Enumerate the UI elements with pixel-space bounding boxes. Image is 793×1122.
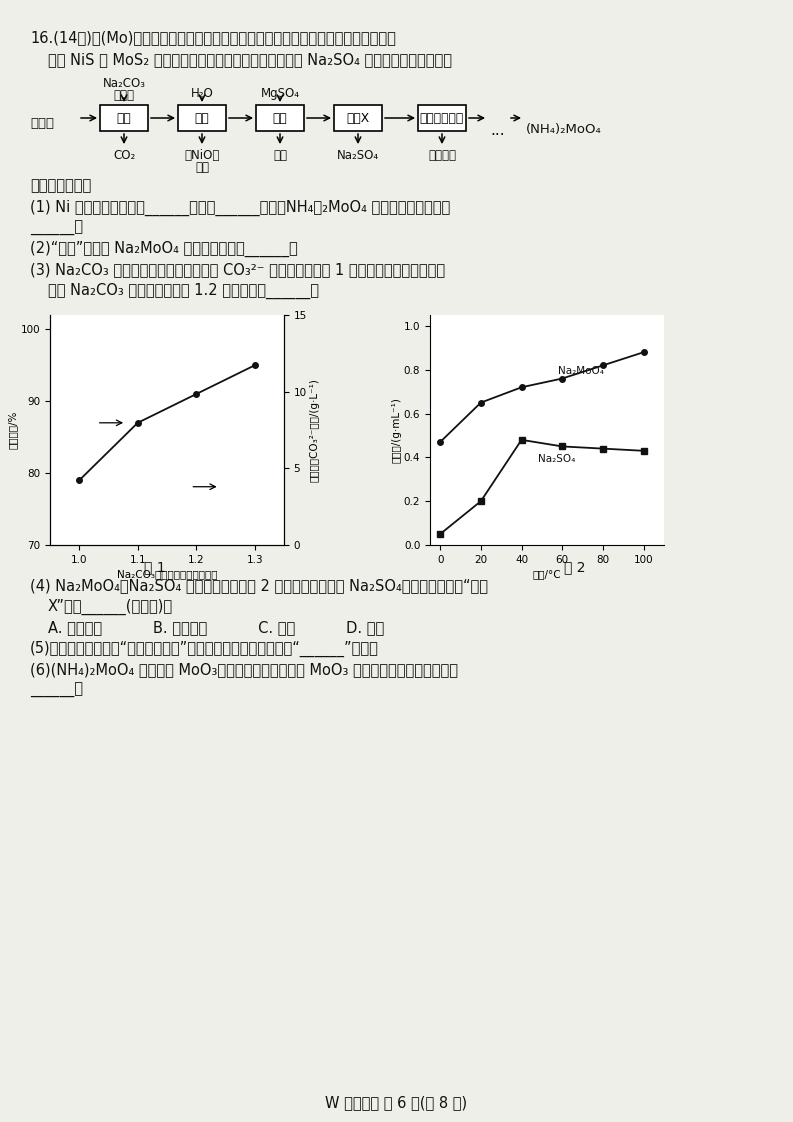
Text: (5)为充分利用资源，“离子交换营取”步骤产生的交换溶液应返回“______”步骤。: (5)为充分利用资源，“离子交换营取”步骤产生的交换溶液应返回“______”步…: [30, 641, 379, 657]
Text: ______。: ______。: [30, 683, 83, 698]
Y-axis label: 浸取液中CO₃²⁻浓度/(g·L⁻¹): 浸取液中CO₃²⁻浓度/(g·L⁻¹): [310, 378, 320, 482]
Text: H₂O: H₂O: [190, 88, 213, 100]
FancyBboxPatch shape: [334, 105, 382, 131]
FancyBboxPatch shape: [418, 105, 466, 131]
Text: MgSO₄: MgSO₄: [260, 88, 300, 100]
Text: (NH₄)₂MoO₄: (NH₄)₂MoO₄: [526, 123, 602, 136]
Text: Na₂SO₄: Na₂SO₄: [337, 149, 379, 162]
Text: (3) Na₂CO₃ 用量对醈浸出率和浸取液中 CO₃²⁻ 浓度的影响如图 1 所示，试分析实际生产中: (3) Na₂CO₃ 用量对醈浸出率和浸取液中 CO₃²⁻ 浓度的影响如图 1 …: [30, 263, 445, 277]
Text: 选择 Na₂CO₃ 用量为理论用量 1.2 倍的原因：______。: 选择 Na₂CO₃ 用量为理论用量 1.2 倍的原因：______。: [48, 283, 319, 300]
Text: 浸取: 浸取: [194, 111, 209, 125]
Text: (4) Na₂MoO₄、Na₂SO₄ 的溶解度曲线如图 2 所示，为充分分离 Na₂SO₄，工艺流程中的“操作: (4) Na₂MoO₄、Na₂SO₄ 的溶解度曲线如图 2 所示，为充分分离 N…: [30, 578, 488, 594]
Text: 16.(14分)醈(Mo)及其化合物广泛地应用于医疗卫生、国防等领域。某镔醈矿中的镔和: 16.(14分)醈(Mo)及其化合物广泛地应用于医疗卫生、国防等领域。某镔醈矿中…: [30, 30, 396, 45]
Text: (2)“焦烧”中生成 Na₂MoO₄ 的化学方程式为______。: (2)“焦烧”中生成 Na₂MoO₄ 的化学方程式为______。: [30, 241, 297, 257]
Text: 醈以 NiS 和 MoS₂ 形式存在，从镔醈矿中分离醈，并得到 Na₂SO₄ 的一种工艺流程如下：: 醈以 NiS 和 MoS₂ 形式存在，从镔醈矿中分离醈，并得到 Na₂SO₄ 的…: [48, 52, 452, 67]
Text: Na₂MoO₄: Na₂MoO₄: [558, 366, 604, 376]
Text: 浸渣: 浸渣: [195, 160, 209, 174]
X-axis label: 温度/°C: 温度/°C: [533, 569, 561, 579]
Text: 含NiO的: 含NiO的: [184, 149, 220, 162]
Y-axis label: 醈浸出率/%: 醈浸出率/%: [8, 411, 18, 449]
Text: Na₂CO₃: Na₂CO₃: [102, 77, 145, 90]
Text: ...: ...: [490, 123, 504, 138]
FancyBboxPatch shape: [256, 105, 304, 131]
FancyBboxPatch shape: [178, 105, 226, 131]
Text: 通空气: 通空气: [113, 89, 135, 102]
Text: (6)(NH₄)₂MoO₄ 分解可得 MoO₃。高温下，用铝粉还原 MoO₃ 得到金属醈的化学方程式为: (6)(NH₄)₂MoO₄ 分解可得 MoO₃。高温下，用铝粉还原 MoO₃ 得…: [30, 662, 458, 677]
Text: (1) Ni 位于元素周期表第______周期第______族。（NH₄）₂MoO₄ 中醈元素的化合价为: (1) Ni 位于元素周期表第______周期第______族。（NH₄）₂Mo…: [30, 200, 450, 217]
Text: 净化: 净化: [273, 111, 287, 125]
Text: 镔醈矿: 镔醈矿: [30, 117, 54, 129]
Text: 图 1: 图 1: [144, 560, 166, 574]
FancyBboxPatch shape: [100, 105, 148, 131]
Text: A. 蜗发结晶           B. 低温结晶           C. 蜗馆           D. 萉取: A. 蜗发结晶 B. 低温结晶 C. 蜗馆 D. 萉取: [48, 620, 385, 635]
Text: W 化学试题 第 6 页(共 8 页): W 化学试题 第 6 页(共 8 页): [325, 1095, 467, 1110]
Text: 操作X: 操作X: [347, 111, 370, 125]
Text: Na₂SO₄: Na₂SO₄: [538, 453, 575, 463]
Text: 离子交换营取: 离子交换营取: [419, 111, 464, 125]
Y-axis label: 溶解度/(g·mL⁻¹): 溶解度/(g·mL⁻¹): [391, 397, 401, 463]
Text: CO₂: CO₂: [113, 149, 135, 162]
X-axis label: Na₂CO₃用量为理论用量的倍数: Na₂CO₃用量为理论用量的倍数: [117, 569, 217, 579]
Text: 图 2: 图 2: [565, 560, 586, 574]
Text: ______。: ______。: [30, 221, 83, 236]
Text: 滤渣: 滤渣: [273, 149, 287, 162]
Text: X”应为______(填标号)。: X”应为______(填标号)。: [48, 599, 173, 615]
Text: 交换溶液: 交换溶液: [428, 149, 456, 162]
Text: 回答下列问题：: 回答下列问题：: [30, 178, 91, 193]
Text: 焦烧: 焦烧: [117, 111, 132, 125]
